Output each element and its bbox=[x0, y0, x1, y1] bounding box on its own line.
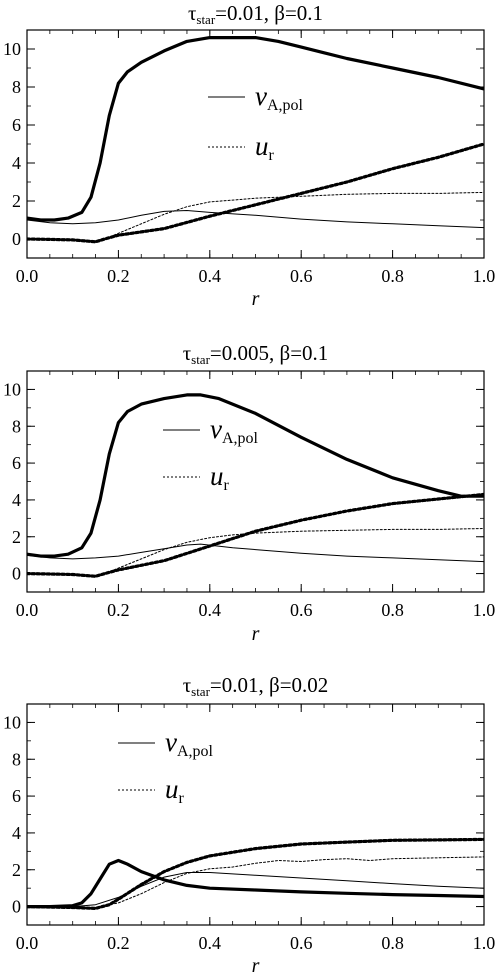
x-tick-label: 0.4 bbox=[199, 933, 222, 953]
x-tick-label: 0.0 bbox=[16, 600, 39, 620]
x-axis-label: r bbox=[252, 288, 260, 310]
y-tick-label: 10 bbox=[3, 712, 21, 732]
title-subscript: star bbox=[196, 12, 215, 27]
legend-subscript: A,pol bbox=[267, 97, 304, 114]
x-tick-label: 0.0 bbox=[16, 933, 39, 953]
legend-main: u bbox=[255, 131, 269, 161]
plot-frame bbox=[26, 703, 485, 926]
y-tick-label: 4 bbox=[12, 490, 21, 510]
x-tick-label: 1.0 bbox=[473, 266, 496, 286]
legend-subscript: A,pol bbox=[177, 743, 214, 760]
x-axis-label: r bbox=[252, 623, 260, 645]
legend-label: ur bbox=[255, 131, 275, 164]
x-tick-label: 0.2 bbox=[107, 933, 130, 953]
legend-label: vA,pol bbox=[210, 414, 259, 447]
x-tick-label: 0.8 bbox=[381, 600, 404, 620]
series-v-a-pol-thick bbox=[27, 393, 484, 558]
legend-subscript: r bbox=[179, 790, 185, 807]
chart-panel-1: 0.0 0.2 0.4 0.6 0.8 1.0 0 2 4 6 8 10 r τstar=0.01, β=… bbox=[3, 1, 495, 310]
y-tick-label: 2 bbox=[12, 191, 21, 211]
legend-main: v bbox=[255, 81, 267, 111]
series-u-r-thin bbox=[27, 191, 484, 242]
x-tick-label: 0.2 bbox=[107, 266, 130, 286]
legend-label: ur bbox=[210, 461, 230, 494]
title-symbol: τ bbox=[188, 1, 196, 25]
series-u-r-thin bbox=[27, 856, 484, 908]
title-rest: =0.01, β=0.1 bbox=[215, 1, 323, 25]
y-tick-label: 8 bbox=[12, 749, 21, 769]
chart-title: τstar=0.01, β=0.1 bbox=[188, 1, 323, 27]
legend-subscript: r bbox=[224, 477, 230, 494]
legend-label: ur bbox=[165, 774, 185, 807]
x-tick-label: 0.2 bbox=[107, 600, 130, 620]
x-tick-label: 1.0 bbox=[473, 933, 496, 953]
series-v-a-pol-thin bbox=[27, 543, 484, 563]
x-tick-label: 1.0 bbox=[473, 600, 496, 620]
chart-panel-2: 0.0 0.2 0.4 0.6 0.8 1.0 0 2 4 6 8 10 r τstar=0.005, β… bbox=[3, 341, 495, 645]
series-v-a-pol-thick bbox=[27, 858, 484, 909]
chart-title: τstar=0.01, β=0.02 bbox=[183, 673, 329, 699]
y-tick-label: 0 bbox=[12, 229, 21, 249]
y-tick-label: 6 bbox=[12, 115, 21, 135]
title-subscript: star bbox=[191, 684, 210, 699]
title-rest: =0.005, β=0.1 bbox=[210, 341, 328, 365]
legend-subscript: r bbox=[269, 147, 275, 164]
y-tick-label: 2 bbox=[12, 860, 21, 880]
y-tick-label: 6 bbox=[12, 786, 21, 806]
series-v-a-pol-thin bbox=[27, 872, 484, 908]
chart-panel-3: 0.0 0.2 0.4 0.6 0.8 1.0 0 2 4 6 8 10 r τstar=0.01, β=… bbox=[3, 673, 495, 977]
y-tick-label: 4 bbox=[12, 823, 21, 843]
y-tick-label: 8 bbox=[12, 77, 21, 97]
y-tick-label: 10 bbox=[3, 379, 21, 399]
series-u-r-thick bbox=[27, 837, 484, 911]
x-axis-label: r bbox=[252, 955, 260, 977]
title-symbol: τ bbox=[183, 673, 191, 697]
chart-title: τstar=0.005, β=0.1 bbox=[183, 341, 329, 367]
legend-main: u bbox=[165, 774, 179, 804]
x-tick-label: 0.6 bbox=[290, 600, 313, 620]
y-tick-label: 0 bbox=[12, 897, 21, 917]
title-symbol: τ bbox=[183, 341, 191, 365]
x-tick-label: 0.8 bbox=[381, 933, 404, 953]
y-tick-label: 10 bbox=[3, 39, 21, 59]
x-tick-label: 0.8 bbox=[381, 266, 404, 286]
series-u-r-thick bbox=[27, 492, 484, 578]
series-v-a-pol-thick bbox=[27, 35, 484, 222]
legend-main: v bbox=[165, 727, 177, 757]
legend-subscript: A,pol bbox=[222, 430, 259, 447]
y-tick-label: 4 bbox=[12, 153, 21, 173]
series-u-r-thin bbox=[27, 528, 484, 576]
legend-main: u bbox=[210, 461, 224, 491]
x-tick-label: 0.0 bbox=[16, 266, 39, 286]
title-subscript: star bbox=[191, 352, 210, 367]
x-tick-label: 0.4 bbox=[199, 266, 222, 286]
legend-label: vA,pol bbox=[165, 727, 214, 760]
y-tick-label: 6 bbox=[12, 453, 21, 473]
legend-label: vA,pol bbox=[255, 81, 304, 114]
x-tick-label: 0.6 bbox=[290, 933, 313, 953]
y-tick-label: 8 bbox=[12, 416, 21, 436]
legend-main: v bbox=[210, 414, 222, 444]
y-tick-label: 2 bbox=[12, 527, 21, 547]
y-tick-label: 0 bbox=[12, 564, 21, 584]
series-v-a-pol-thin bbox=[27, 210, 484, 229]
x-tick-label: 0.4 bbox=[199, 600, 222, 620]
x-tick-label: 0.6 bbox=[290, 266, 313, 286]
title-rest: =0.01, β=0.02 bbox=[210, 673, 328, 697]
